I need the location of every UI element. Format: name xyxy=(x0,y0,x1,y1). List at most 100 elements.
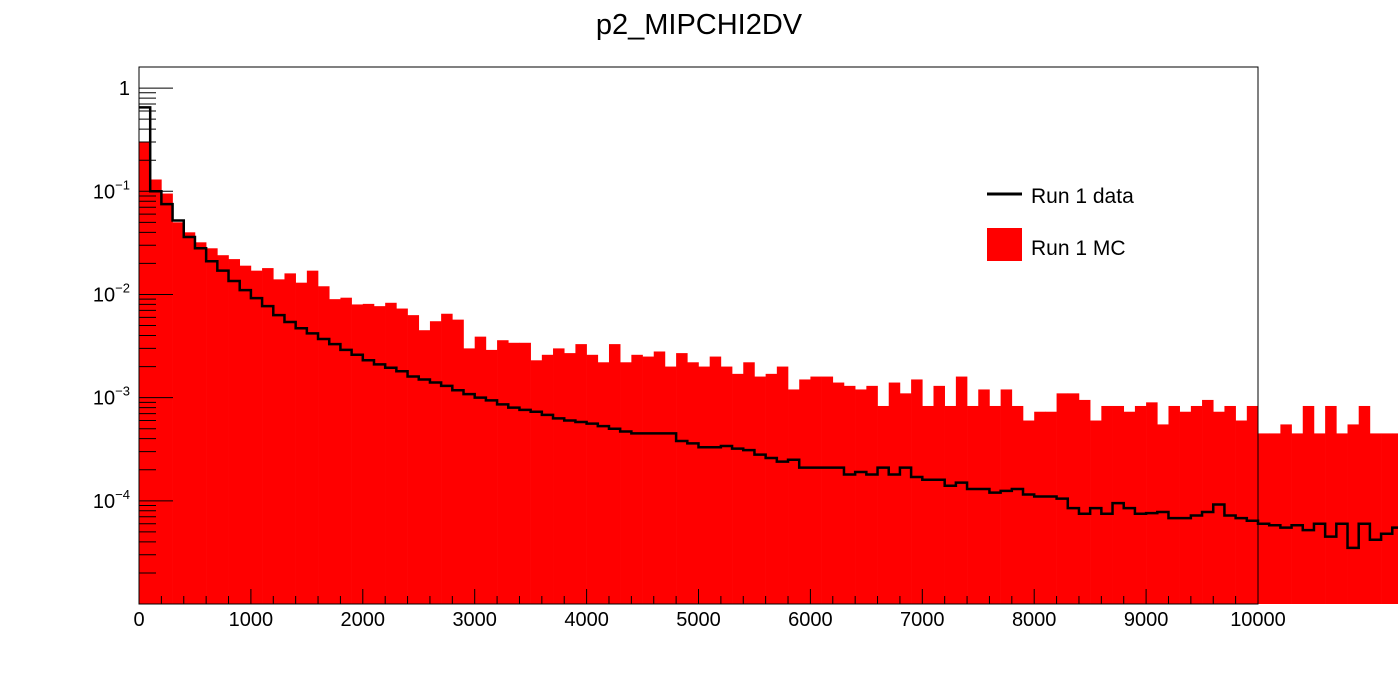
mc-bin-bar xyxy=(295,282,308,604)
mc-bin-bar xyxy=(351,304,364,604)
mc-bin-bar xyxy=(508,342,520,604)
mc-bin-bar xyxy=(1034,411,1046,604)
mc-bin-bar xyxy=(206,248,218,605)
chart-title: p2_MIPCHI2DV xyxy=(596,9,803,41)
mc-bin-bar xyxy=(720,366,733,604)
mc-bin-bar xyxy=(1157,424,1169,604)
mc-bin-bar xyxy=(1090,420,1102,604)
mc-bin-bar xyxy=(183,232,196,604)
mc-bin-bar xyxy=(799,379,811,604)
mc-bin-bar xyxy=(843,385,856,604)
y-tick-label: 10−4 xyxy=(93,487,130,513)
mc-bin-bar xyxy=(1369,433,1382,604)
mc-bin-bar xyxy=(899,393,912,604)
mc-bin-bar xyxy=(1291,433,1304,604)
y-tick-label: 1 xyxy=(119,78,130,100)
mc-bin-bar xyxy=(653,351,666,604)
mc-bin-bar xyxy=(776,366,789,604)
mc-bin-bar xyxy=(1078,399,1091,604)
mc-bin-bar xyxy=(485,349,498,604)
mc-bin-bar xyxy=(575,344,587,604)
mc-bin-bar xyxy=(642,356,655,604)
x-tick-label: 3000 xyxy=(452,609,497,631)
mc-bin-bar xyxy=(743,362,755,604)
mc-bin-bar xyxy=(429,321,442,604)
y-tick-label: 10−1 xyxy=(93,177,130,203)
x-tick-label: 5000 xyxy=(676,609,721,631)
mc-bin-bar xyxy=(318,286,330,604)
mc-bin-bar xyxy=(273,279,285,604)
legend-fill-swatch xyxy=(987,228,1022,261)
x-tick-label: 9000 xyxy=(1124,609,1169,631)
mc-bin-bar xyxy=(1302,405,1315,604)
mc-bin-bar xyxy=(1000,389,1013,604)
legend-label-mc: Run 1 MC xyxy=(1031,237,1126,260)
mc-bin-bar xyxy=(709,356,722,604)
mc-bin-bar xyxy=(1269,433,1281,604)
mc-bin-bar xyxy=(631,354,643,604)
mc-bin-bar xyxy=(1045,411,1057,604)
mc-bin-bar xyxy=(978,389,990,604)
mc-bin-bar xyxy=(340,297,352,604)
mc-bin-bar xyxy=(888,382,901,604)
mc-bin-bar xyxy=(788,389,800,604)
mc-bin-bar xyxy=(877,405,890,604)
mc-bin-bar xyxy=(172,222,185,604)
mc-bin-bar xyxy=(407,315,420,604)
y-tick-label: 10−2 xyxy=(93,280,130,306)
mc-bin-bar xyxy=(732,373,744,604)
x-tick-label: 1000 xyxy=(229,609,274,631)
mc-bin-bar xyxy=(989,405,1001,604)
mc-bin-bar xyxy=(161,193,173,604)
mc-bin-bar xyxy=(676,353,688,604)
mc-bin-bar xyxy=(194,242,207,604)
x-tick-label: 4000 xyxy=(564,609,609,631)
mc-bin-bar xyxy=(396,308,408,604)
mc-bin-bar xyxy=(373,306,386,604)
mc-bin-bar xyxy=(1011,405,1024,604)
mc-bin-bar xyxy=(810,376,822,604)
mc-bin-bar xyxy=(608,344,621,604)
mc-bin-bar xyxy=(519,342,531,604)
x-tick-label: 0 xyxy=(133,609,144,631)
x-tick-label: 8000 xyxy=(1012,609,1057,631)
mc-bin-bar xyxy=(362,303,375,604)
mc-bin-bar xyxy=(821,376,834,604)
mc-bin-bar xyxy=(1336,433,1348,604)
mc-bin-bar xyxy=(933,385,945,604)
mc-bin-bar xyxy=(1313,433,1326,604)
mc-bin-bar xyxy=(329,299,341,604)
mc-bin-bar xyxy=(306,270,319,604)
mc-bin-bar xyxy=(1280,424,1292,604)
x-tick-label: 7000 xyxy=(900,609,945,631)
mc-bin-bar xyxy=(262,268,274,604)
mc-bin-bar xyxy=(967,405,979,604)
mc-bin-bar xyxy=(1347,424,1360,604)
mc-bin-bar xyxy=(217,255,229,605)
mc-bin-bar xyxy=(586,354,599,604)
mc-bin-bar xyxy=(553,348,565,604)
mc-bin-bar xyxy=(698,366,710,604)
y-tick-label: 10−3 xyxy=(93,384,130,410)
mc-bin-bar xyxy=(1235,420,1248,604)
mc-bin-bar xyxy=(474,336,487,604)
axes: 0 1000 2000 3000 4000 5000 6000 7000 8000 9000 100… xyxy=(93,66,1286,631)
mc-bin-bar xyxy=(832,382,845,604)
mc-bin-bar xyxy=(1325,405,1337,604)
legend: Run 1 data Run 1 MC xyxy=(987,185,1134,261)
mc-bin-bar xyxy=(150,179,162,605)
mc-bin-bar xyxy=(284,273,296,604)
mc-bin-bar xyxy=(754,376,766,604)
mc-bin-bar xyxy=(385,302,397,604)
mc-bin-bar xyxy=(687,362,699,604)
mc-bin-bar xyxy=(1067,393,1080,604)
mc-bin-bar xyxy=(1101,405,1113,604)
mc-bin-bar xyxy=(250,270,263,604)
mc-bin-bar xyxy=(1392,433,1398,604)
mc-bin-bar xyxy=(1246,405,1259,604)
mc-bin-bar xyxy=(497,340,509,604)
mc-bin-bar xyxy=(866,385,878,604)
mc-bin-bar xyxy=(1258,433,1270,604)
mc-bin-bar xyxy=(1023,420,1035,604)
mc-bin-bar xyxy=(1134,405,1147,604)
